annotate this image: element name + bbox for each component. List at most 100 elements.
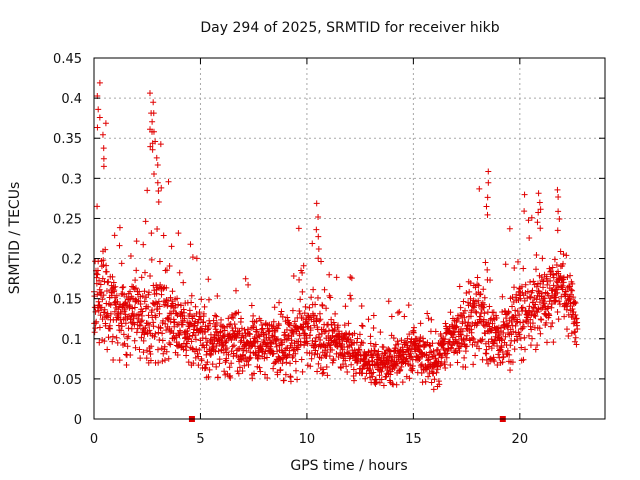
data-point [196, 346, 203, 353]
data-point [103, 287, 110, 294]
data-point [209, 340, 216, 347]
data-point [531, 304, 538, 311]
data-point [214, 374, 221, 381]
data-point [241, 362, 248, 369]
data-point [553, 262, 560, 269]
data-point [250, 322, 257, 329]
data-point [434, 366, 441, 373]
data-point [358, 339, 365, 346]
data-point [300, 262, 307, 269]
data-point [96, 79, 103, 86]
data-point [287, 378, 294, 385]
data-point [307, 332, 314, 339]
data-point [218, 316, 225, 323]
data-point [431, 376, 438, 383]
data-point [485, 179, 492, 186]
data-point [514, 258, 521, 265]
data-point [535, 209, 542, 216]
data-point [133, 238, 140, 245]
data-point [188, 292, 195, 299]
data-point [192, 303, 199, 310]
data-point [345, 320, 352, 327]
data-point [556, 298, 563, 305]
data-point [516, 331, 523, 338]
data-point [120, 283, 127, 290]
data-point [163, 327, 170, 334]
data-point [507, 342, 514, 349]
data-point [487, 277, 494, 284]
data-point [297, 296, 304, 303]
data-point [100, 145, 107, 152]
data-point [454, 359, 461, 366]
data-point [277, 366, 284, 373]
data-point [571, 338, 578, 345]
data-point [401, 313, 408, 320]
data-point [347, 292, 354, 299]
data-point [113, 334, 120, 341]
data-point [100, 155, 107, 162]
data-point [525, 332, 532, 339]
data-point [229, 327, 236, 334]
data-point [145, 303, 152, 310]
data-point [165, 178, 172, 185]
data-point [532, 313, 539, 320]
data-point [278, 308, 285, 315]
data-point [526, 234, 533, 241]
data-point [370, 312, 377, 319]
plot-frame [93, 57, 606, 420]
data-point [203, 342, 210, 349]
data-point [183, 352, 190, 359]
data-point [205, 296, 212, 303]
data-point [388, 313, 395, 320]
data-point [382, 374, 389, 381]
data-point [351, 330, 358, 337]
data-point [425, 356, 432, 363]
data-point [560, 274, 567, 281]
data-point [502, 333, 509, 340]
data-point [469, 334, 476, 341]
data-point [324, 372, 331, 379]
data-point [206, 366, 213, 373]
data-point [330, 319, 337, 326]
data-point [428, 379, 435, 386]
data-point [304, 340, 311, 347]
data-point [484, 194, 491, 201]
data-point [500, 353, 507, 360]
data-point [100, 292, 107, 299]
data-point [175, 230, 182, 237]
data-point [308, 355, 315, 362]
data-point [205, 325, 212, 332]
data-point [149, 118, 156, 125]
data-point [106, 300, 113, 307]
y-tick-label: 0 [74, 413, 82, 428]
data-point [560, 251, 567, 258]
data-point [420, 338, 427, 345]
data-point [525, 217, 532, 224]
data-point [167, 294, 174, 301]
data-point [554, 227, 561, 234]
data-point [378, 376, 385, 383]
data-point [475, 282, 482, 289]
data-point [181, 315, 188, 322]
data-point [533, 266, 539, 273]
data-point [570, 294, 577, 301]
data-point [534, 309, 541, 316]
data-point [387, 371, 394, 378]
data-point [573, 341, 580, 348]
data-point [155, 329, 162, 336]
data-point [254, 328, 261, 335]
data-point [488, 345, 495, 352]
data-point [226, 364, 233, 371]
data-point [493, 315, 500, 322]
data-point [320, 341, 327, 347]
data-point [292, 350, 299, 357]
data-point [148, 230, 155, 237]
data-point [238, 315, 245, 322]
data-point [539, 277, 546, 284]
data-point [141, 269, 148, 276]
data-point [459, 320, 466, 327]
data-point [481, 310, 488, 317]
data-point [378, 368, 385, 375]
data-point [526, 303, 533, 310]
data-point [484, 266, 491, 273]
